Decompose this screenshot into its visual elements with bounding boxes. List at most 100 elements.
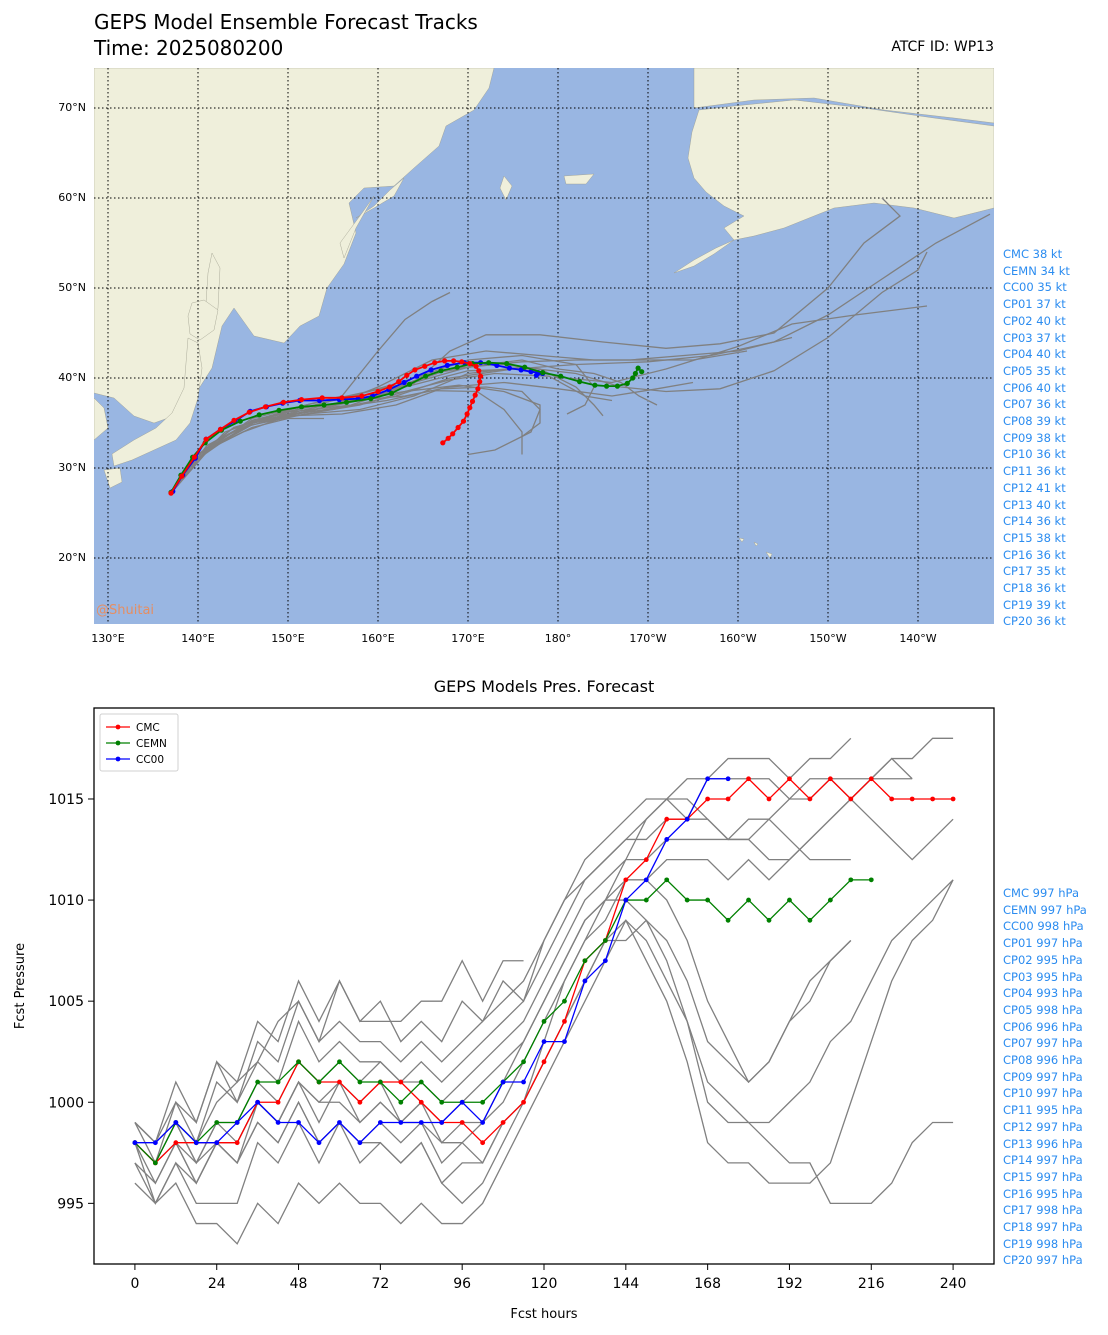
data-point	[582, 958, 588, 964]
data-point	[439, 1120, 445, 1125]
cmc-track-point	[396, 379, 402, 385]
member-pressure-line	[134, 798, 954, 1185]
cemn-track-point	[540, 370, 546, 376]
data-point	[316, 1079, 322, 1085]
st-lawrence-island	[563, 173, 595, 185]
plot-area	[93, 707, 995, 1265]
data-point	[357, 1140, 363, 1146]
data-point	[275, 1079, 281, 1085]
y-tick-label: 1005	[48, 994, 84, 1010]
cemn-track-point	[388, 390, 395, 396]
data-point	[275, 1120, 281, 1125]
data-point	[582, 978, 588, 984]
lat-label: 30°N	[58, 461, 86, 474]
pressure-chart-title: GEPS Models Pres. Forecast	[433, 677, 655, 696]
data-point	[623, 897, 629, 903]
cc00-track-point	[414, 373, 420, 379]
lat-label: 50°N	[58, 281, 86, 294]
data-point	[521, 1099, 526, 1105]
cmc-track-point	[203, 436, 209, 442]
data-point	[337, 1059, 342, 1065]
forecast-time: Time: 2025080200	[94, 36, 284, 60]
cemn-track-point	[321, 402, 327, 408]
cmc-track-point	[387, 384, 393, 390]
data-point	[398, 1079, 404, 1085]
series-line	[134, 878, 872, 1164]
cmc-track-point	[359, 393, 365, 399]
cmc-track-point	[469, 398, 476, 404]
data-point	[398, 1099, 404, 1105]
member-track	[170, 381, 694, 494]
pressure-entry: CP02 995 hPa	[1003, 952, 1083, 967]
x-tick-label: 48	[290, 1276, 308, 1292]
lat-label: 40°N	[58, 371, 86, 384]
y-tick-label: 1015	[48, 792, 84, 808]
data-point	[562, 1039, 567, 1044]
intensity-entry: CEMN 34 kt	[1003, 263, 1070, 278]
data-point	[909, 796, 915, 802]
hawaii	[738, 537, 773, 559]
data-point	[418, 1120, 424, 1125]
data-point	[275, 1099, 281, 1105]
data-point	[255, 1099, 261, 1105]
kyushu	[103, 467, 123, 489]
cemn-track-point	[343, 399, 350, 405]
data-point	[848, 796, 854, 802]
data-point	[562, 1018, 567, 1024]
lon-label: 180°	[544, 632, 572, 645]
pressure-entry: CP04 993 hPa	[1003, 986, 1083, 1001]
y-axis-label: Fcst Pressure	[13, 943, 28, 1029]
cemn-track-point	[368, 396, 374, 402]
data-point	[296, 1059, 301, 1065]
legend-label: CEMN	[136, 738, 167, 750]
pressure-entry: CP19 998 hPa	[1003, 1236, 1083, 1251]
lon-label: 170°E	[451, 632, 485, 645]
cmc-track	[170, 359, 482, 494]
cemn-track-point	[423, 373, 429, 379]
cc00-series	[132, 776, 731, 1146]
cmc-track-point	[464, 411, 470, 417]
data-point	[521, 1079, 526, 1085]
cc00-track-point	[444, 362, 450, 368]
data-point	[152, 1160, 158, 1166]
data-point	[459, 1099, 465, 1105]
intensity-entry: CP16 36 kt	[1003, 547, 1066, 562]
legend-swatch-marker	[115, 740, 121, 746]
cemn-track-point	[592, 382, 598, 388]
data-point	[950, 796, 956, 802]
data-point	[173, 1140, 179, 1146]
lat-label: 70°N	[58, 101, 86, 114]
cmc-track-point	[217, 426, 224, 432]
data-point	[582, 958, 588, 964]
data-point	[234, 1120, 240, 1125]
data-point	[316, 1079, 322, 1085]
data-point	[132, 1140, 138, 1146]
data-point	[868, 776, 874, 782]
cemn-track-point	[256, 412, 262, 418]
y-tick-label: 1000	[48, 1095, 84, 1111]
data-point	[255, 1099, 261, 1105]
member-pressure-line	[134, 778, 913, 1165]
intensity-entry: CMC 38 kt	[1003, 247, 1063, 261]
cmc-track-point	[459, 359, 465, 365]
lon-label: 130°E	[91, 632, 125, 645]
graticule	[94, 68, 994, 624]
kamchatka-peninsula	[339, 195, 375, 259]
data-point	[357, 1079, 363, 1085]
data-point	[827, 776, 833, 782]
cemn-track-point	[298, 404, 305, 410]
intensity-entry: CP11 36 kt	[1003, 464, 1066, 479]
data-point	[602, 938, 608, 943]
pressure-entry: CP09 997 hPa	[1003, 1069, 1083, 1084]
data-point	[746, 776, 751, 782]
data-point	[868, 877, 874, 883]
cmc-track-point	[473, 363, 479, 369]
x-tick-label: 24	[208, 1276, 226, 1292]
track-map	[94, 68, 994, 624]
data-point	[684, 816, 690, 822]
lon-label: 150°W	[809, 632, 847, 645]
data-point	[643, 877, 649, 883]
pressure-entry: CP10 997 hPa	[1003, 1086, 1083, 1101]
data-point	[725, 917, 731, 923]
pressure-entry: CP11 995 hPa	[1003, 1103, 1083, 1118]
